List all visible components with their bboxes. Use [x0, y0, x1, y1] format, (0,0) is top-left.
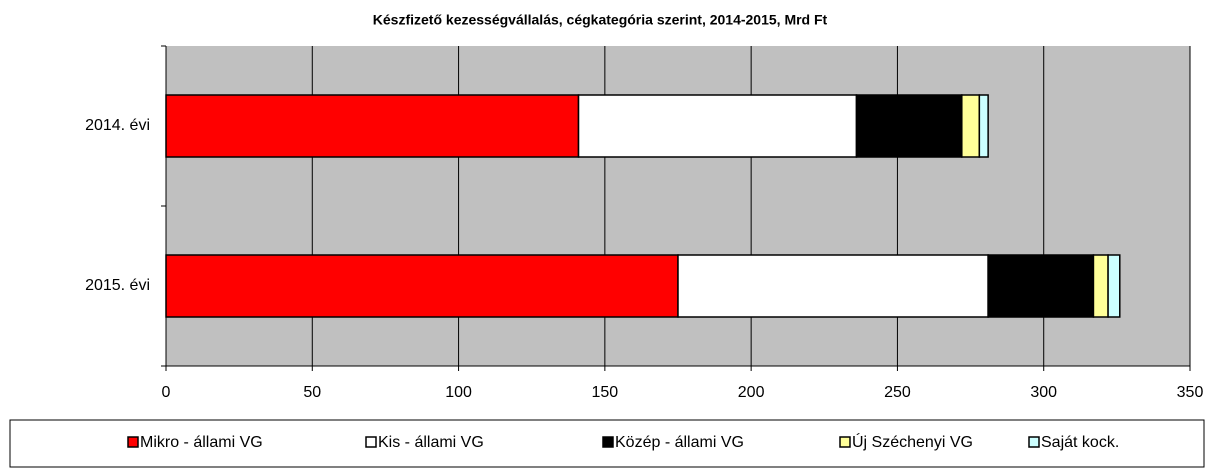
bar-segment [677, 254, 989, 318]
y-tick-label: 2015. évi [85, 277, 150, 294]
legend-marker [1028, 436, 1040, 448]
legend-marker [839, 436, 851, 448]
x-tick-label: 200 [738, 384, 765, 401]
bar-segment [165, 94, 580, 158]
x-tick-label: 350 [1177, 384, 1204, 401]
bar-segment [1107, 254, 1121, 318]
x-tick-label: 300 [1030, 384, 1057, 401]
legend-label: Új Széchenyi VG [852, 432, 973, 451]
y-tick-label: 2014. évi [85, 117, 150, 134]
x-tick-label: 250 [884, 384, 911, 401]
legend-label: Saját kock. [1041, 434, 1119, 451]
x-tick-label: 50 [303, 384, 321, 401]
x-tick-label: 150 [592, 384, 619, 401]
legend-marker [602, 436, 614, 448]
legend-label: Mikro - állami VG [140, 434, 263, 451]
bar-segment [165, 254, 679, 318]
plot-area [166, 46, 1190, 366]
bar-segment [987, 254, 1095, 318]
chart-title: Készfizető kezességvállalás, cégkategóri… [373, 12, 828, 28]
x-tick-label: 0 [162, 384, 171, 401]
x-tick-label: 100 [445, 384, 472, 401]
legend-label: Közép - állami VG [615, 434, 744, 451]
bar-segment [961, 94, 981, 158]
legend-label: Kis - állami VG [378, 434, 484, 451]
bar-segment [1092, 254, 1109, 318]
bar-segment [577, 94, 858, 158]
bar-segment [855, 94, 963, 158]
legend-marker [365, 436, 377, 448]
bar-segment [978, 94, 989, 158]
legend-marker [127, 436, 139, 448]
